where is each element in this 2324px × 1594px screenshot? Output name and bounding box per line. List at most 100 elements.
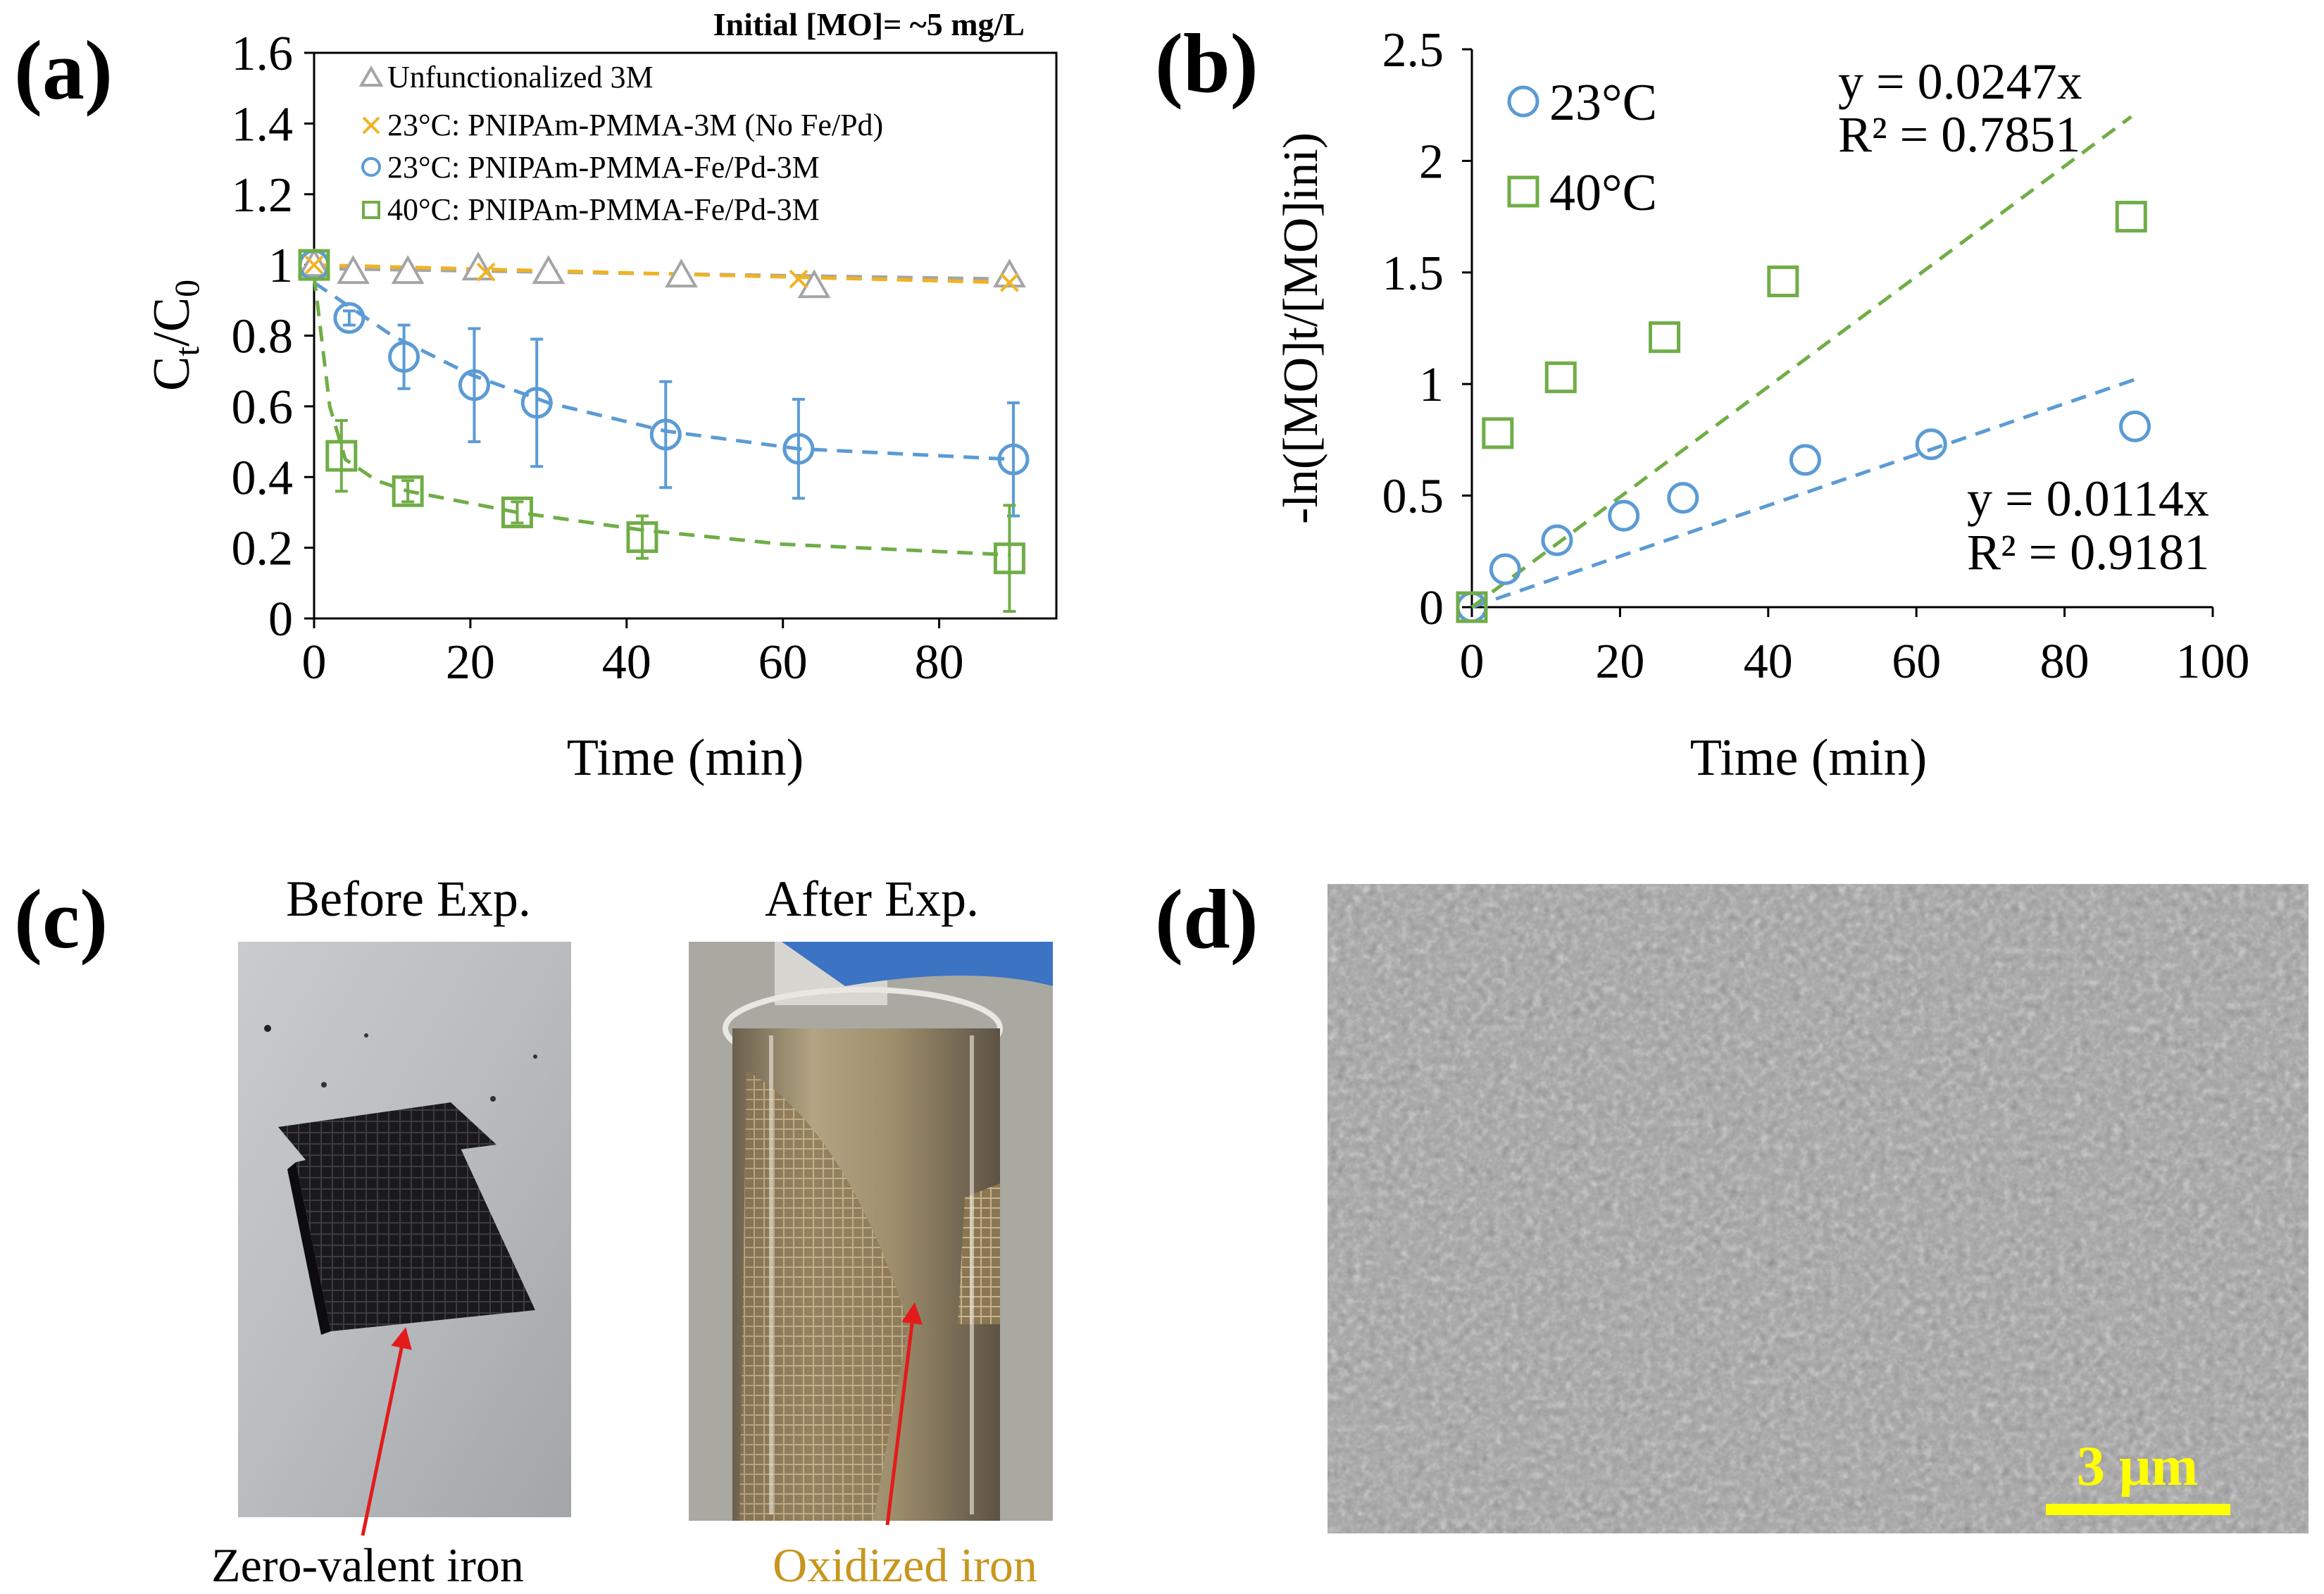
panel-b-data-points <box>1456 201 2151 623</box>
legend-40c: 40°C <box>1507 164 1657 222</box>
legend-label: 40°C: PNIPAm-PMMA-Fe/Pd-3M <box>387 192 820 227</box>
data-point-circle <box>997 443 1030 475</box>
x-tick-label: 80 <box>915 635 964 690</box>
after-experiment-photo <box>689 942 1053 1521</box>
x-marker-icon <box>362 116 380 135</box>
x-tick-label: 20 <box>1595 635 1644 689</box>
panel-a-label: (a) <box>14 23 113 117</box>
panel-d-label: (d) <box>1155 872 1258 966</box>
before-experiment-photo <box>238 942 571 1517</box>
panel-b: (b) 0 0.5 1 1.5 2 2.5 0 20 40 60 80 100 Time (min)… <box>1155 16 2250 787</box>
arrow-icon <box>361 1327 412 1536</box>
svg-text:Ct/C0: Ct/C0 <box>143 280 206 391</box>
data-point-triangle <box>337 255 370 285</box>
data-point-circle <box>782 432 815 465</box>
legend-unfunctionalized: Unfunctionalized 3M <box>358 60 654 94</box>
data-point-circle <box>1608 499 1640 532</box>
y-label-c: C <box>143 356 201 391</box>
data-point-circle <box>1915 428 1947 461</box>
panel-a-note: Initial [MO]= ~5 mg/L <box>713 6 1025 42</box>
data-point-x <box>304 255 324 275</box>
panel-b-y-ticks: 0 0.5 1 1.5 2 2.5 <box>1382 23 1472 635</box>
data-point-circle <box>2119 410 2151 442</box>
data-point-square <box>1544 361 1577 394</box>
data-point-circle <box>388 341 420 373</box>
error-bar <box>659 380 673 490</box>
y-tick-label: 1.2 <box>232 168 294 223</box>
y-tick-label: 0.4 <box>232 451 294 505</box>
circle-marker-icon <box>1507 85 1539 118</box>
panel-a-y-ticks: 0 0.2 0.4 0.6 0.8 1 1.2 1.4 1.6 <box>232 27 314 647</box>
y-label-slash: /C <box>143 297 201 347</box>
panel-b-x-ticks: 0 20 40 60 80 100 <box>1460 607 2250 689</box>
data-point-triangle <box>532 255 566 285</box>
y-tick-label: 1.5 <box>1382 247 1444 301</box>
error-bar <box>511 500 524 525</box>
fit-line <box>313 281 1014 461</box>
y-tick-label: 1.4 <box>232 97 294 151</box>
square-marker-icon <box>1507 175 1539 208</box>
y-tick-label: 0.8 <box>232 310 294 364</box>
y-tick-label: 2 <box>1419 135 1444 189</box>
fit-23-r2: R² = 0.9181 <box>1967 524 2209 580</box>
error-bar <box>401 479 415 504</box>
panel-a-y-label: Ct/C0 <box>143 280 206 391</box>
data-point-square <box>1649 321 1681 354</box>
x-tick-label: 80 <box>2040 635 2089 689</box>
data-point-circle <box>333 301 366 334</box>
data-point-square <box>392 475 424 507</box>
error-bar <box>792 397 805 500</box>
panel-b-legend: 23°C 40°C <box>1507 74 1657 222</box>
y-tick-label: 1.6 <box>232 27 294 81</box>
legend-23c: 23°C <box>1507 74 1657 132</box>
legend-label: 23°C: PNIPAm-PMMA-3M (No Fe/Pd) <box>387 108 883 142</box>
after-photo-title: After Exp. <box>765 871 979 927</box>
data-point-square <box>993 542 1025 575</box>
square-marker-icon <box>362 201 380 219</box>
fit-line <box>313 266 1010 281</box>
before-photo-title: Before Exp. <box>286 871 531 927</box>
trend-line <box>1470 115 2132 609</box>
panel-b-label: (b) <box>1155 16 1258 110</box>
fit-40-equation: y = 0.0247x <box>1838 54 2082 110</box>
legend-no-fepd: 23°C: PNIPAm-PMMA-3M (No Fe/Pd) <box>362 108 883 142</box>
data-point-circle <box>1489 553 1521 585</box>
data-point-x <box>476 262 496 282</box>
y-tick-label: 1 <box>1419 358 1444 412</box>
legend-23c-fepd: 23°C: PNIPAm-PMMA-Fe/Pd-3M <box>361 150 820 185</box>
legend-label: 23°C <box>1549 74 1657 132</box>
scale-bar-label: 3 μm <box>2077 1436 2198 1498</box>
panel-b-axes <box>1470 49 2213 609</box>
panel-c: (c) Before Exp. After Exp. <box>14 871 1053 1592</box>
data-point-triangle <box>797 269 831 299</box>
panel-a-fit-lines <box>312 263 1014 557</box>
error-bar <box>468 327 481 444</box>
y-tick-label: 2.5 <box>1382 23 1444 77</box>
data-point-square <box>298 249 330 281</box>
data-point-triangle <box>391 255 425 285</box>
x-tick-label: 60 <box>758 635 808 690</box>
x-tick-label: 0 <box>1460 635 1485 689</box>
panel-b-y-label: -ln([MO]t/[MO]ini) <box>1274 132 1328 524</box>
data-point-square <box>501 496 533 528</box>
arrow-icon <box>885 1302 923 1526</box>
legend-40c-fepd: 40°C: PNIPAm-PMMA-Fe/Pd-3M <box>362 192 820 227</box>
data-point-circle <box>1541 524 1573 556</box>
fit-40-r2: R² = 0.7851 <box>1838 106 2080 163</box>
panel-a-x-label: Time (min) <box>567 729 804 787</box>
panel-b-fit-annotations: y = 0.0247x R² = 0.7851 y = 0.0114x R² =… <box>1838 54 2209 580</box>
data-point-square <box>1482 417 1514 449</box>
panel-a-error-bars <box>335 309 1020 613</box>
panel-d: (d) 3 μm <box>1155 872 2309 1533</box>
fit-line <box>312 275 1010 557</box>
data-point-circle <box>649 418 682 451</box>
y-tick-label: 0 <box>1419 581 1444 635</box>
scale-bar <box>2046 1504 2230 1515</box>
data-point-square <box>1456 591 1488 623</box>
trend-line <box>1471 378 2136 609</box>
data-point-circle <box>458 369 490 401</box>
y-label-sub-t: t <box>167 347 206 356</box>
x-tick-label: 100 <box>2176 635 2250 689</box>
panel-b-x-label: Time (min) <box>1690 729 1927 787</box>
